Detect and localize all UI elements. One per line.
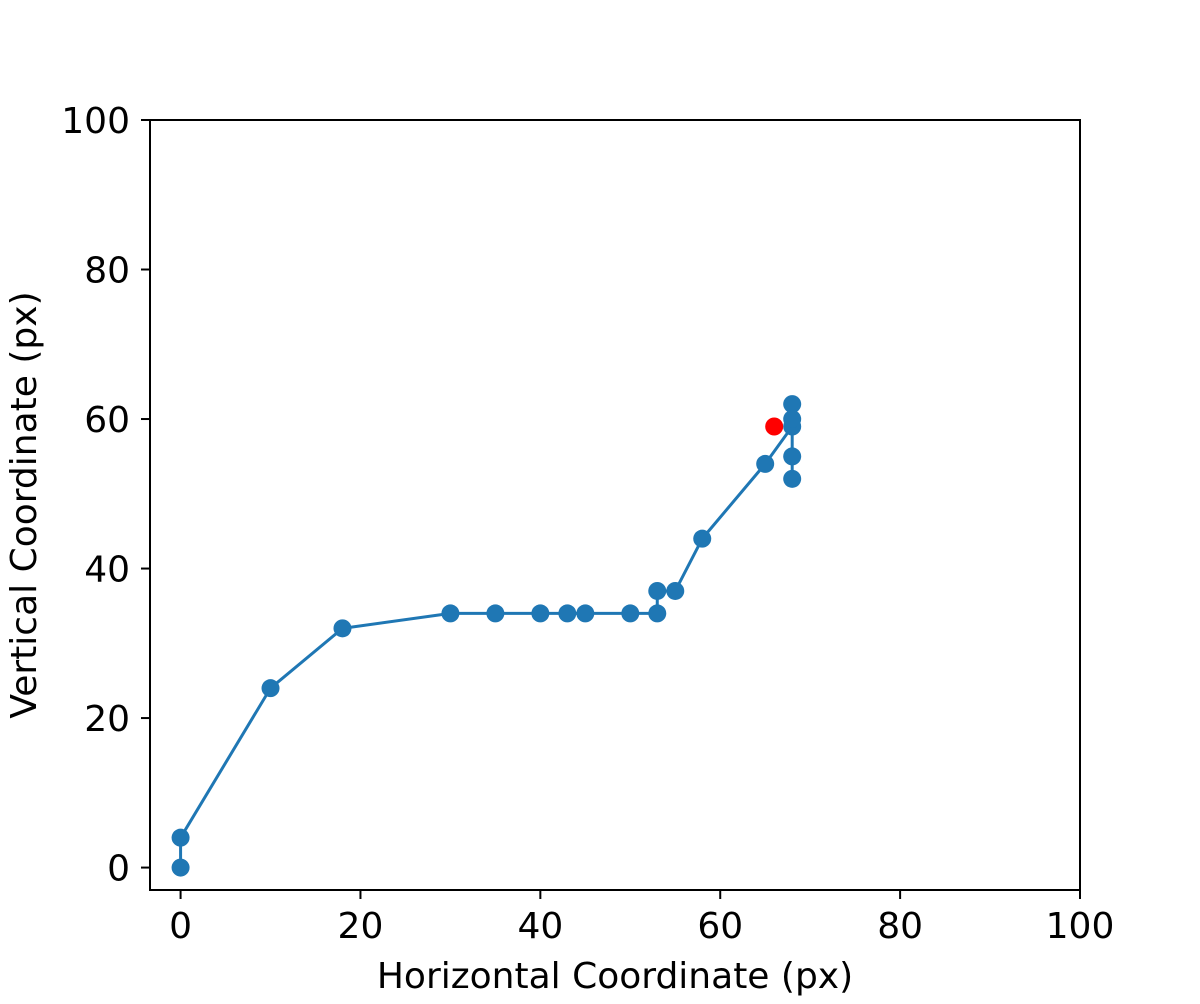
data-point-17 xyxy=(783,410,802,429)
data-point-16 xyxy=(783,395,802,414)
x-tick-label: 0 xyxy=(169,906,192,947)
data-point-5 xyxy=(486,604,505,623)
y-tick-label: 0 xyxy=(107,849,130,890)
data-point-9 xyxy=(621,604,640,623)
tick-layer: 0 20 40 60 80 100 0 20 40 60 80 100 xyxy=(61,101,1114,947)
y-tick-label: 40 xyxy=(84,550,130,591)
y-tick-label: 100 xyxy=(61,101,130,142)
y-axis-title: Vertical Coordinate (px) xyxy=(4,291,45,718)
data-point-18 xyxy=(783,447,802,466)
data-point-19 xyxy=(783,469,802,488)
x-tick-label: 100 xyxy=(1046,906,1115,947)
y-tick-label: 60 xyxy=(84,400,130,441)
data-point-2 xyxy=(261,679,280,698)
x-tick-label: 60 xyxy=(697,906,743,947)
series-line-0 xyxy=(179,402,794,870)
data-point-6 xyxy=(531,604,550,623)
y-tick-label: 80 xyxy=(84,251,130,292)
x-axis-title: Horizontal Coordinate (px) xyxy=(377,956,853,997)
plot-layer xyxy=(171,395,802,877)
data-point-0 xyxy=(171,858,190,877)
data-point-1 xyxy=(171,828,190,847)
highlight-point xyxy=(765,417,784,436)
data-point-4 xyxy=(441,604,460,623)
x-tick-label: 80 xyxy=(877,906,923,947)
data-point-8 xyxy=(576,604,595,623)
data-point-7 xyxy=(558,604,577,623)
data-point-11 xyxy=(648,581,667,600)
x-tick-label: 40 xyxy=(517,906,563,947)
data-point-10 xyxy=(648,604,667,623)
data-point-3 xyxy=(333,619,352,638)
plot-frame xyxy=(149,119,1081,891)
y-tick-label: 20 xyxy=(84,699,130,740)
data-point-13 xyxy=(693,529,712,548)
x-tick-label: 20 xyxy=(338,906,384,947)
data-point-12 xyxy=(666,581,685,600)
data-point-14 xyxy=(756,454,775,473)
